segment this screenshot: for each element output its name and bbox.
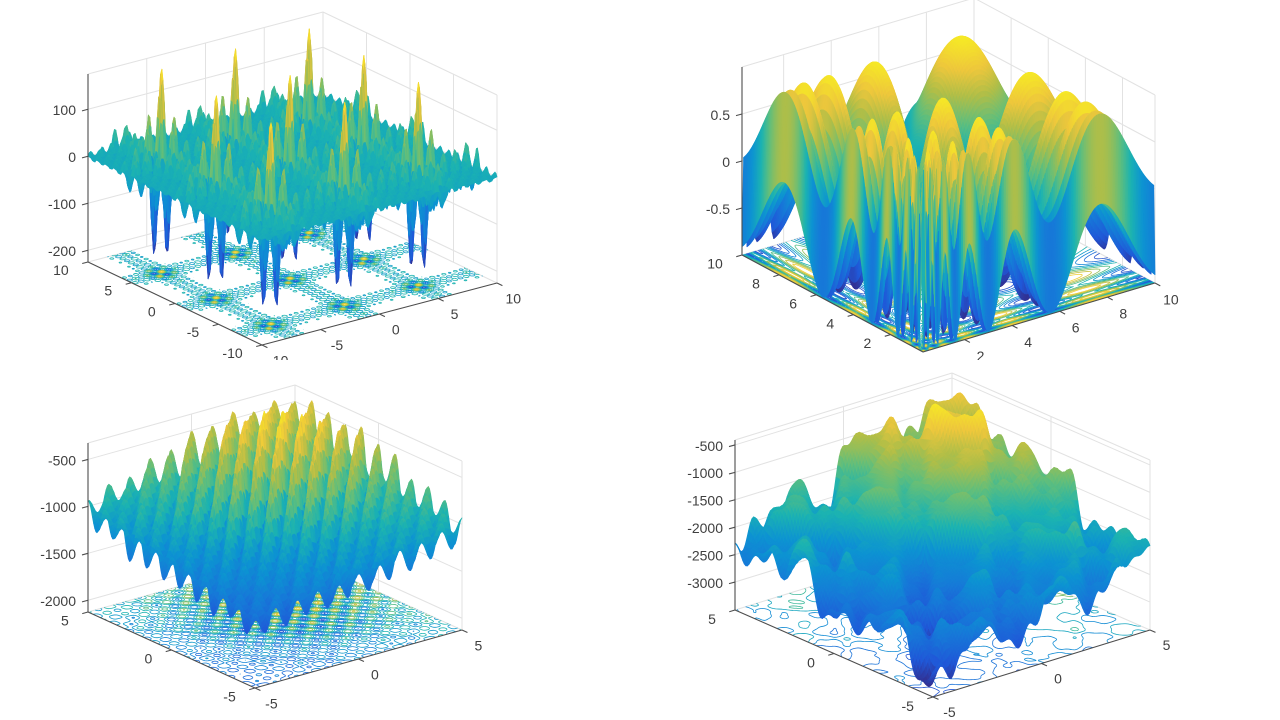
- surface-plot-top-left: [0, 0, 640, 360]
- surface-plot-bottom-left: [0, 360, 640, 720]
- surface-plot-top-right: [640, 0, 1280, 360]
- surface-plot-bottom-right: [640, 360, 1280, 720]
